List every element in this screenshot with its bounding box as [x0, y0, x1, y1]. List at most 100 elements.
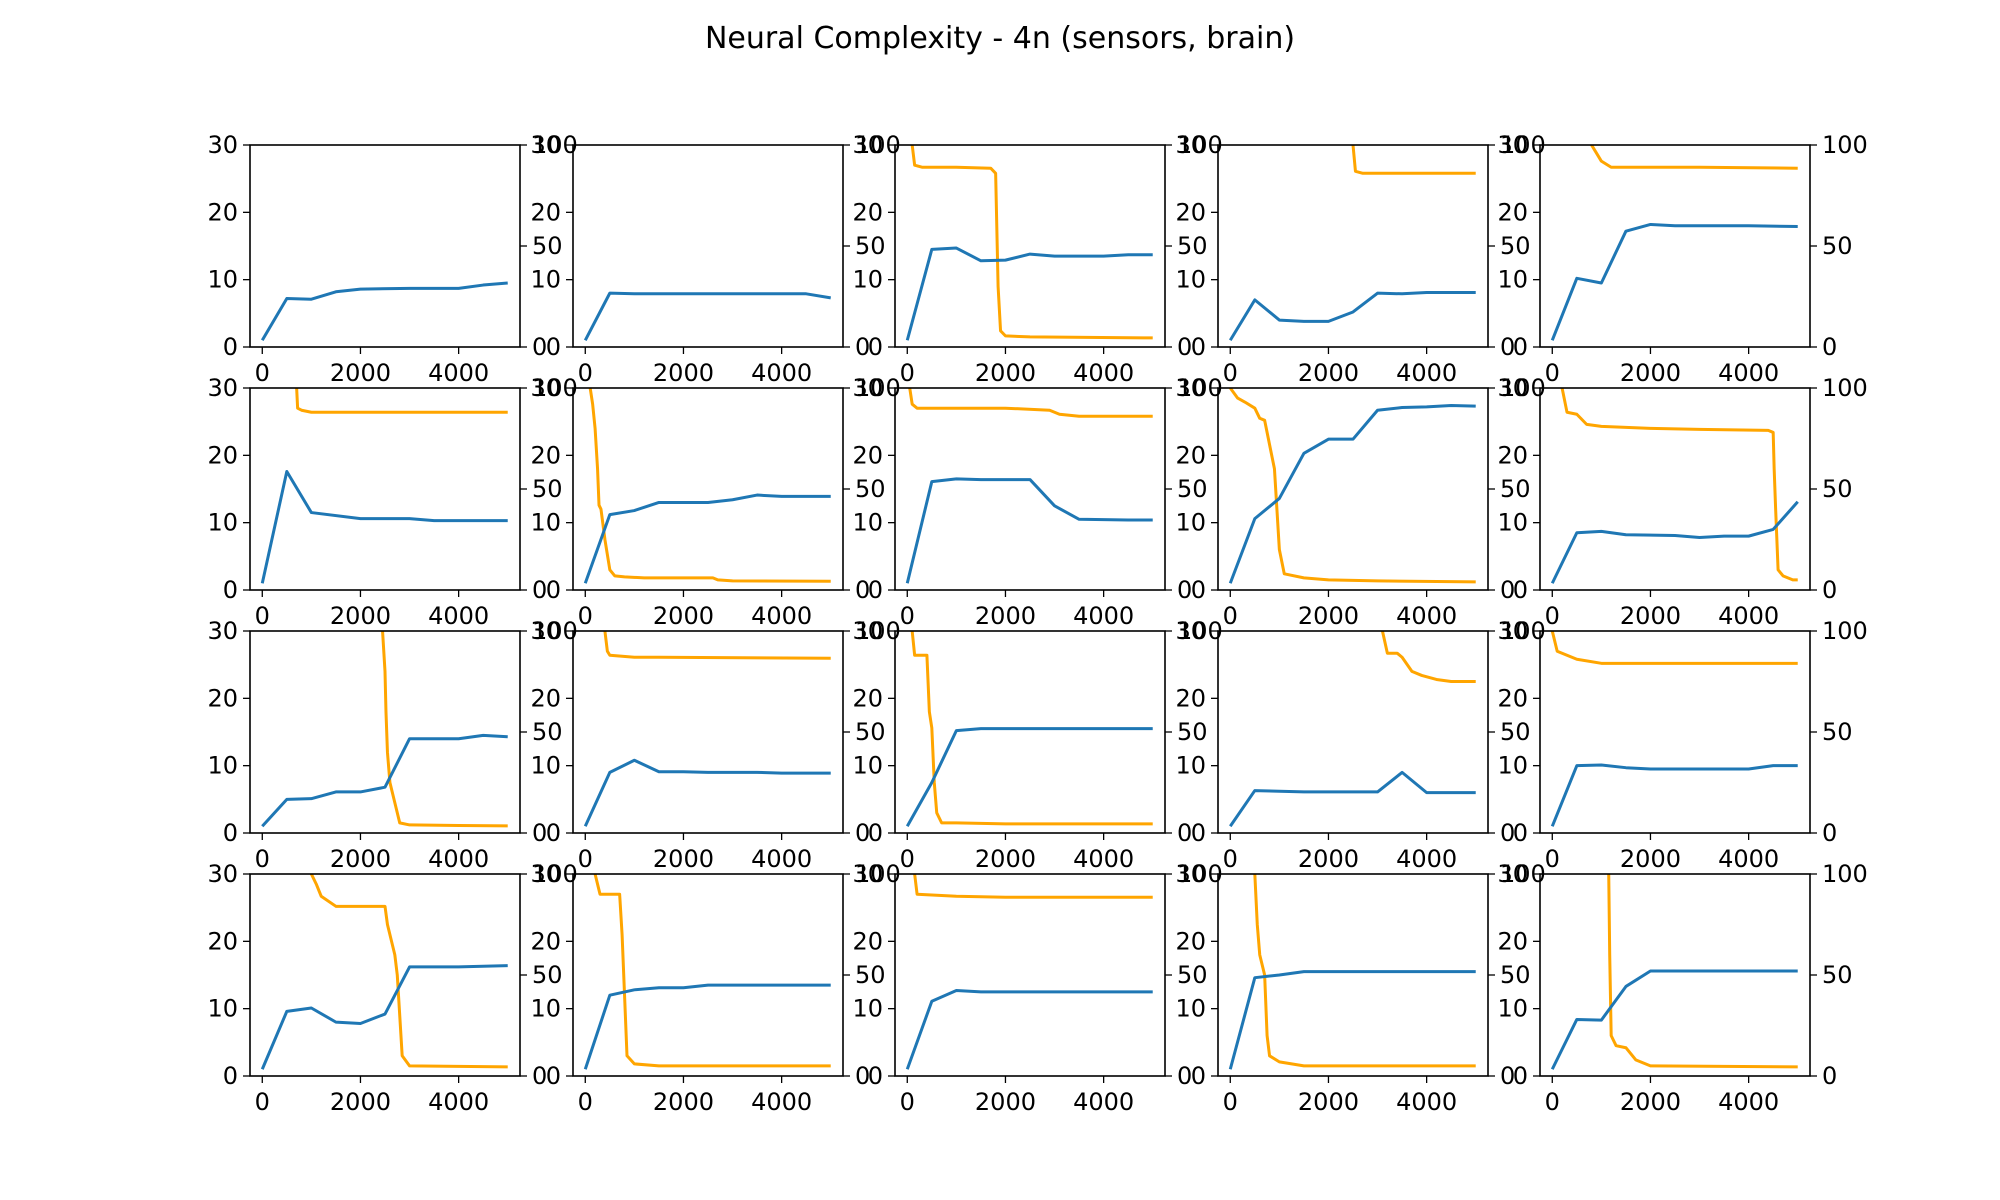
right-y-tick-label: 0	[1177, 576, 1192, 604]
axes-frame	[1539, 144, 1811, 348]
complexity-line	[583, 291, 831, 341]
right-y-tick-label: 0	[1500, 333, 1515, 361]
axes-frame	[249, 873, 521, 1077]
axes-frame	[572, 873, 844, 1077]
x-tick-label: 4000	[1396, 602, 1457, 630]
fitness-line	[603, 631, 831, 660]
right-y-tick-label: 50	[1500, 475, 1531, 503]
left-y-tick-label: 30	[530, 617, 561, 645]
subplot-10: 0 2000 4000 0 10 20 30 0 50 100	[1497, 374, 1867, 630]
left-y-tick-label: 30	[207, 617, 238, 645]
left-y-tick-label: 0	[546, 576, 561, 604]
left-y-tick-label: 20	[207, 441, 238, 469]
axes-frame	[1217, 144, 1489, 348]
left-y-tick-label: 0	[868, 576, 883, 604]
left-y-tick-label: 20	[530, 441, 561, 469]
x-tick-label: 2000	[330, 845, 391, 873]
left-y-tick-label: 10	[1175, 509, 1206, 537]
left-y-tick-label: 10	[207, 752, 238, 780]
complexity-line	[1550, 222, 1798, 341]
x-tick-label: 2000	[653, 359, 714, 387]
complexity-line	[1228, 970, 1476, 1070]
x-tick-label: 2000	[330, 359, 391, 387]
left-y-tick-label: 10	[1497, 266, 1528, 294]
left-y-tick-label: 10	[1497, 995, 1528, 1023]
x-tick-label: 0	[1545, 1088, 1560, 1116]
x-tick-label: 0	[1545, 359, 1560, 387]
fitness-line	[1253, 874, 1476, 1068]
x-tick-label: 4000	[1718, 845, 1779, 873]
right-y-tick-label: 0	[1822, 1062, 1837, 1090]
left-y-tick-label: 30	[1497, 374, 1528, 402]
left-y-tick-label: 0	[868, 819, 883, 847]
x-tick-label: 2000	[653, 602, 714, 630]
x-tick-label: 0	[1545, 602, 1560, 630]
right-y-tick-label: 100	[1822, 131, 1868, 159]
left-y-tick-label: 10	[1497, 509, 1528, 537]
left-y-tick-label: 20	[1175, 441, 1206, 469]
left-y-tick-label: 10	[852, 509, 883, 537]
left-y-tick-label: 30	[1175, 374, 1206, 402]
right-y-tick-label: 50	[1177, 232, 1208, 260]
fitness-line	[1351, 145, 1476, 175]
left-y-tick-label: 0	[1513, 333, 1528, 361]
complexity-line	[1229, 770, 1476, 828]
complexity-line	[260, 964, 508, 1070]
complexity-line	[905, 727, 1153, 828]
fitness-line	[381, 631, 508, 828]
right-y-tick-label: 0	[855, 576, 870, 604]
left-y-tick-label: 0	[1513, 819, 1528, 847]
right-y-tick-label: 0	[532, 333, 547, 361]
left-y-tick-label: 30	[207, 860, 238, 888]
fitness-line	[1607, 874, 1798, 1069]
fitness-line	[588, 388, 831, 583]
right-y-tick-label: 50	[532, 232, 563, 260]
x-tick-label: 4000	[428, 359, 489, 387]
x-tick-label: 4000	[1073, 845, 1134, 873]
right-y-tick-label: 50	[1822, 961, 1853, 989]
left-y-tick-label: 0	[546, 1062, 561, 1090]
left-y-tick-label: 30	[530, 860, 561, 888]
right-y-tick-label: 100	[1822, 617, 1868, 645]
x-tick-label: 2000	[975, 1088, 1036, 1116]
right-y-tick-label: 0	[532, 1062, 547, 1090]
complexity-line	[1550, 500, 1799, 584]
right-y-tick-label: 50	[855, 232, 886, 260]
axes-frame	[894, 873, 1166, 1077]
x-tick-label: 0	[255, 359, 270, 387]
right-y-tick-label: 50	[855, 961, 886, 989]
fitness-line	[913, 874, 1153, 899]
right-y-tick-label: 50	[1177, 961, 1208, 989]
axes-frame	[249, 387, 521, 591]
x-tick-label: 0	[578, 359, 593, 387]
left-y-tick-label: 10	[207, 995, 238, 1023]
complexity-line	[583, 983, 831, 1070]
x-tick-label: 0	[900, 359, 915, 387]
left-y-tick-label: 0	[223, 333, 238, 361]
left-y-tick-label: 10	[530, 509, 561, 537]
left-y-tick-label: 10	[852, 995, 883, 1023]
left-y-tick-label: 20	[1175, 927, 1206, 955]
left-y-tick-label: 30	[852, 374, 883, 402]
left-y-tick-label: 20	[207, 198, 238, 226]
right-y-tick-label: 0	[1177, 819, 1192, 847]
left-y-tick-label: 0	[546, 333, 561, 361]
left-y-tick-label: 0	[223, 1062, 238, 1090]
axes-frame	[1217, 873, 1489, 1077]
right-y-tick-label: 0	[532, 576, 547, 604]
axes-frame	[894, 144, 1166, 348]
right-y-tick-label: 0	[855, 333, 870, 361]
left-y-tick-label: 0	[1191, 1062, 1206, 1090]
left-y-tick-label: 0	[1191, 576, 1206, 604]
complexity-line	[1550, 763, 1798, 827]
